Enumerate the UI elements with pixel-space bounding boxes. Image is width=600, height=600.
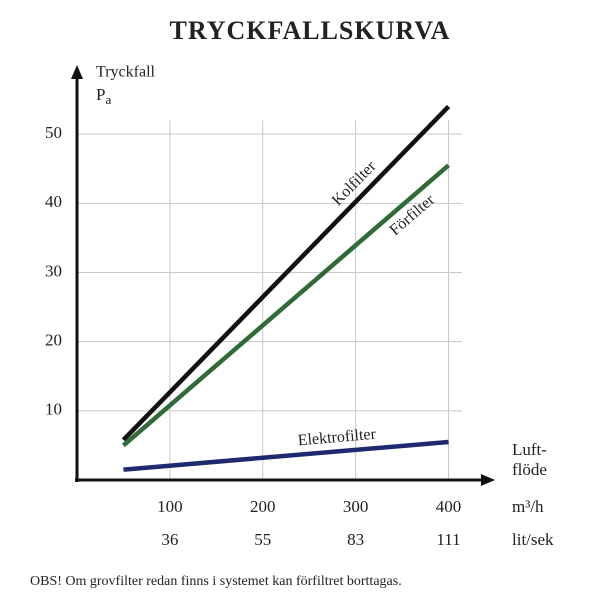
x-secondary-tick-label: 36 [161, 530, 178, 549]
x-secondary-tick-label: 111 [436, 530, 460, 549]
y-unit-sub: a [105, 92, 111, 107]
series-label: Elektrofilter [297, 426, 377, 450]
series-line [121, 104, 451, 442]
x-secondary-tick-label: 83 [347, 530, 364, 549]
y-unit-base: P [96, 85, 105, 104]
series-line [123, 439, 449, 472]
x-tick-label: 100 [157, 497, 183, 516]
y-tick-label: 40 [45, 192, 62, 211]
x-axis-label: flöde [512, 460, 547, 479]
x-axis-arrow [481, 474, 495, 486]
y-axis-arrow [71, 65, 83, 79]
x-secondary-tick-label: 55 [254, 530, 271, 549]
footnote: OBS! Om grovfilter redan finns i systeme… [30, 574, 402, 589]
x-axis-unit: m³/h [512, 497, 544, 516]
chart-title: TRYCKFALLSKURVA [170, 16, 451, 45]
x-tick-label: 400 [436, 497, 462, 516]
y-axis-unit: Pa [96, 85, 111, 107]
x-secondary-unit: lit/sek [512, 530, 554, 549]
x-axis-label: Luft- [512, 440, 547, 459]
series-line [121, 163, 451, 448]
y-axis-label: Tryckfall [96, 64, 156, 81]
y-tick-label: 20 [45, 331, 62, 350]
x-tick-label: 200 [250, 497, 276, 516]
x-tick-label: 300 [343, 497, 369, 516]
y-tick-label: 30 [45, 261, 62, 280]
y-tick-label: 10 [45, 400, 62, 419]
y-tick-label: 50 [45, 123, 62, 142]
